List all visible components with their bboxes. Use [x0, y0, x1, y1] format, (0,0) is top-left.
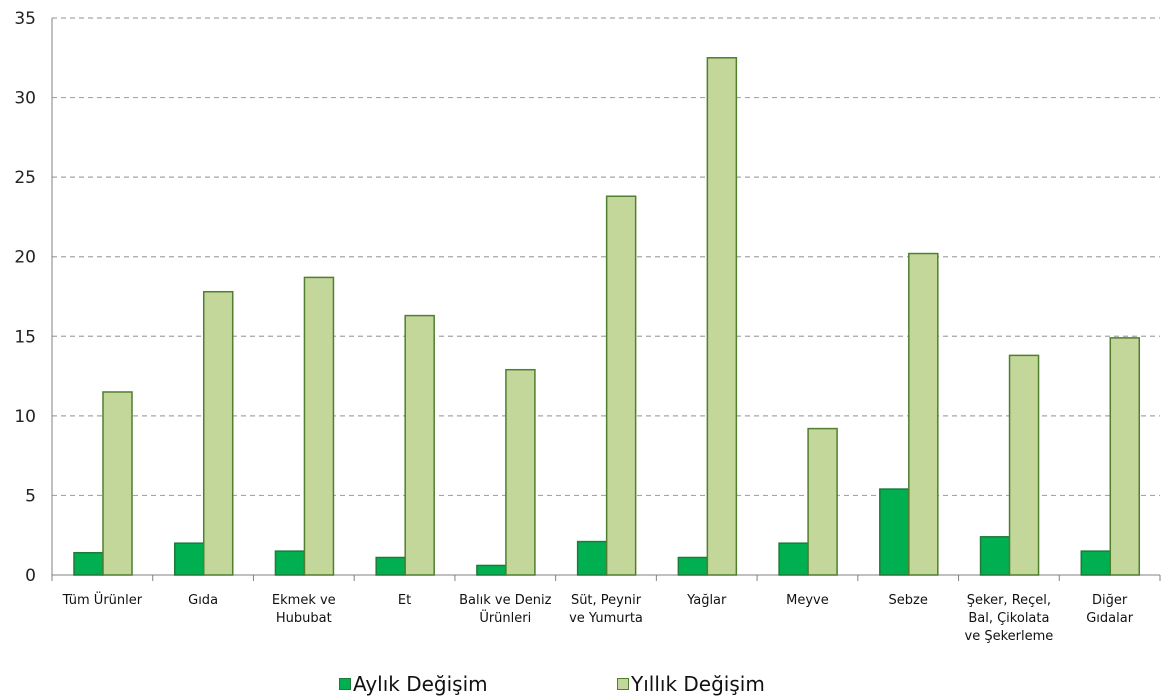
legend: Aylık Değişim Yıllık Değişim [0, 672, 1162, 700]
bar-monthly [576, 540, 608, 576]
legend-label-monthly: Aylık Değişim [353, 672, 488, 696]
x-category-label: Şeker, Reçel, [967, 593, 1051, 608]
y-tick-label: 35 [14, 9, 36, 29]
bar-monthly [778, 542, 809, 576]
bar-monthly [375, 556, 406, 576]
bar-yearly [1008, 354, 1040, 576]
legend-item-monthly: Aylık Değişim [339, 672, 488, 696]
x-category-label: Tüm Ürünler [62, 591, 143, 608]
bar-yearly [102, 391, 133, 576]
bar-yearly [505, 368, 536, 576]
x-category-label: Ekmek ve [272, 593, 336, 608]
bar-monthly [879, 488, 910, 576]
y-tick-label: 5 [25, 486, 36, 506]
x-category-label: Meyve [786, 593, 829, 608]
bar-monthly [677, 556, 709, 576]
x-category-label: Bal, Çikolata [968, 611, 1049, 626]
x-category-label: Sebze [889, 593, 928, 608]
x-category-label: Balık ve Deniz [459, 593, 551, 608]
bar-yearly [202, 290, 234, 576]
x-category-label: Et [398, 593, 411, 608]
y-tick-label: 15 [14, 327, 36, 347]
x-category-label: Gıdalar [1086, 611, 1133, 626]
legend-item-yearly: Yıllık Değişim [617, 672, 765, 696]
bar-yearly [807, 427, 838, 576]
y-tick-label: 10 [14, 407, 36, 427]
bar-monthly [173, 542, 205, 576]
y-tick-label: 0 [25, 566, 36, 586]
bar-monthly [1080, 550, 1112, 576]
bar-monthly [274, 550, 306, 576]
x-category-label: ve Şekerleme [965, 629, 1054, 644]
bar-monthly [979, 536, 1011, 576]
bar-yearly [908, 252, 939, 576]
bar-yearly [404, 314, 435, 576]
legend-swatch-yearly [617, 678, 629, 690]
x-category-label: Süt, Peynir [571, 593, 642, 608]
x-category-label: Diğer [1092, 593, 1128, 608]
legend-swatch-monthly [339, 678, 351, 690]
x-category-label: ve Yumurta [569, 611, 643, 626]
y-tick-label: 30 [14, 89, 36, 109]
y-tick-label: 25 [14, 168, 36, 188]
y-tick-label: 20 [14, 248, 36, 268]
bar-yearly [706, 57, 738, 576]
x-category-label: Gıda [188, 593, 218, 608]
bar-monthly [476, 564, 507, 576]
bar-monthly [73, 551, 104, 576]
bar-yearly [605, 195, 637, 576]
legend-label-yearly: Yıllık Değişim [631, 672, 765, 696]
x-category-label: Ürünleri [479, 609, 531, 626]
x-category-label: Hububat [276, 611, 332, 626]
x-category-label: Yağlar [686, 593, 727, 608]
bar-yearly [1109, 337, 1141, 576]
bar-chart: 0 5 10 15 20 25 30 35 Tüm Ürünler Gıda Ekmek ve Hub… [14, 9, 1161, 644]
bar-yearly [303, 276, 335, 576]
